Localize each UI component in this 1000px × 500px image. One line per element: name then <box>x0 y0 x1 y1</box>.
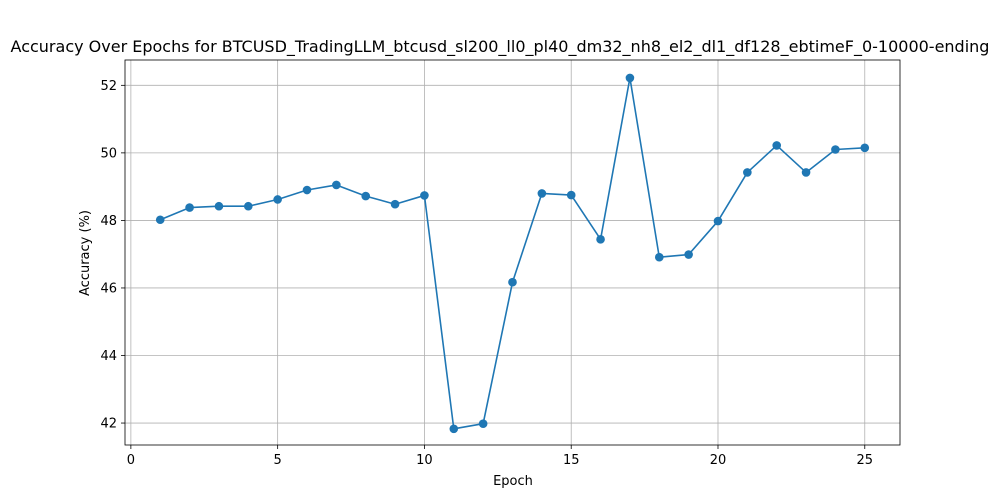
data-point <box>420 191 429 200</box>
y-tick-label: 42 <box>100 417 117 432</box>
data-point <box>273 195 282 204</box>
data-point <box>508 277 517 287</box>
x-tick-label: 10 <box>416 453 433 468</box>
data-point <box>302 185 312 195</box>
x-tick-label: 20 <box>710 453 727 468</box>
data-point <box>214 201 224 211</box>
data-point <box>361 191 371 201</box>
x-axis-label: Epoch <box>493 474 533 489</box>
x-tick-label: 15 <box>563 453 580 468</box>
data-point <box>713 216 723 226</box>
data-point <box>332 180 341 190</box>
y-tick-label: 44 <box>100 349 117 364</box>
data-point <box>449 424 459 434</box>
x-axis-ticks: 0 5 10 15 20 25 <box>127 445 873 468</box>
data-point <box>625 73 635 83</box>
chart-title: Accuracy Over Epochs for BTCUSD_TradingL… <box>11 37 990 57</box>
data-point <box>390 199 400 209</box>
plot-frame <box>124 59 901 446</box>
x-tick-label: 5 <box>274 453 282 468</box>
series-accuracy <box>155 73 870 434</box>
data-point <box>566 190 576 200</box>
data-point <box>537 189 547 198</box>
y-tick-label: 52 <box>100 79 117 94</box>
x-tick-label: 0 <box>127 453 135 468</box>
data-point <box>243 201 253 211</box>
x-tick-label: 25 <box>856 453 873 468</box>
data-point <box>654 252 664 262</box>
grid-lines <box>125 60 900 445</box>
data-point <box>743 168 752 177</box>
data-point <box>772 141 782 150</box>
y-axis-label: Accuracy (%) <box>78 210 93 296</box>
data-point <box>801 168 811 177</box>
y-tick-label: 48 <box>100 214 117 229</box>
data-point <box>185 203 194 212</box>
data-point <box>155 215 165 225</box>
data-point <box>684 250 693 259</box>
data-point <box>831 145 840 154</box>
data-point <box>860 143 870 153</box>
y-axis-ticks: 42 44 46 48 50 52 <box>100 79 125 432</box>
data-point <box>478 419 488 429</box>
y-tick-label: 46 <box>100 281 117 296</box>
y-tick-label: 50 <box>100 146 117 161</box>
data-point <box>596 235 605 244</box>
